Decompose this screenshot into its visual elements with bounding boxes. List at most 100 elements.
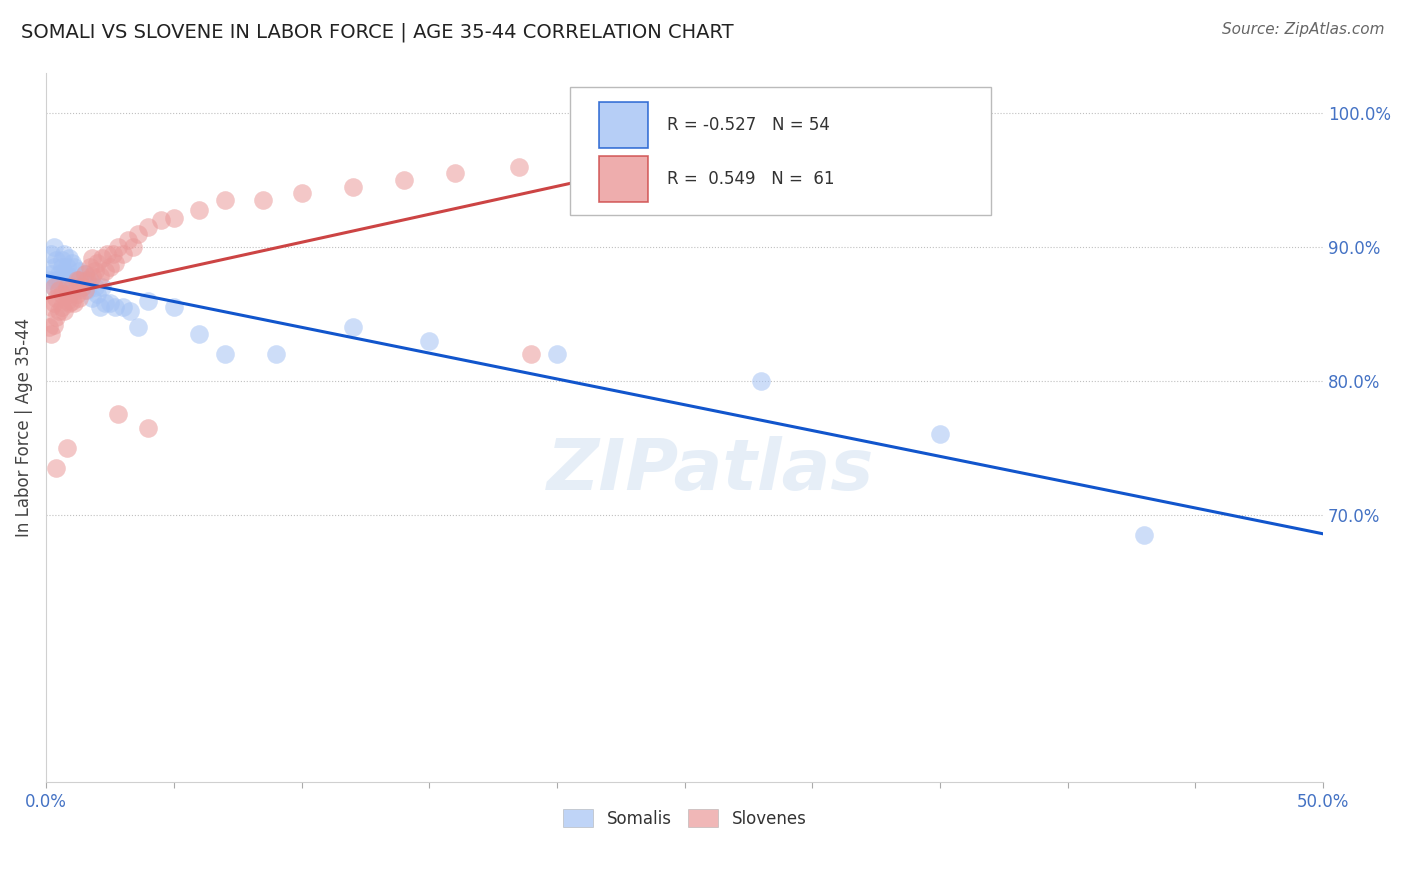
- Point: [107, 407, 129, 421]
- Point: [418, 334, 440, 348]
- Point: [76, 273, 98, 287]
- Text: ZIPatlas: ZIPatlas: [547, 435, 875, 505]
- Point: [86, 256, 108, 270]
- Point: [508, 160, 530, 174]
- Point: [55, 293, 77, 308]
- Point: [53, 304, 76, 318]
- Point: [91, 280, 114, 294]
- Point: [42, 318, 65, 332]
- Point: [138, 420, 160, 434]
- Point: [42, 280, 65, 294]
- Point: [89, 300, 111, 314]
- Point: [55, 441, 77, 455]
- Point: [571, 153, 593, 167]
- Point: [107, 240, 129, 254]
- Point: [51, 300, 73, 314]
- Point: [45, 291, 67, 305]
- Point: [55, 280, 77, 294]
- Point: [48, 280, 70, 294]
- Point: [55, 260, 77, 274]
- Point: [45, 253, 67, 268]
- Point: [67, 273, 90, 287]
- Point: [117, 233, 139, 247]
- Point: [42, 240, 65, 254]
- Point: [724, 146, 747, 161]
- Point: [70, 280, 93, 294]
- Point: [45, 310, 67, 324]
- Point: [67, 273, 90, 287]
- Point: [55, 280, 77, 294]
- Point: [392, 173, 415, 187]
- Point: [73, 283, 96, 297]
- Point: [342, 320, 364, 334]
- Point: [94, 264, 117, 278]
- Point: [70, 280, 93, 294]
- Point: [122, 240, 145, 254]
- Point: [79, 273, 101, 287]
- Point: [150, 213, 173, 227]
- Point: [58, 296, 80, 310]
- Point: [290, 186, 312, 201]
- Point: [83, 264, 105, 278]
- Text: SOMALI VS SLOVENE IN LABOR FORCE | AGE 35-44 CORRELATION CHART: SOMALI VS SLOVENE IN LABOR FORCE | AGE 3…: [21, 22, 734, 42]
- Point: [214, 193, 236, 207]
- Point: [342, 179, 364, 194]
- Point: [127, 227, 149, 241]
- Point: [60, 256, 83, 270]
- Point: [53, 273, 76, 287]
- Text: R = -0.527   N = 54: R = -0.527 N = 54: [666, 116, 830, 134]
- Point: [520, 347, 543, 361]
- Point: [163, 211, 186, 225]
- Point: [127, 320, 149, 334]
- FancyBboxPatch shape: [599, 156, 648, 202]
- Point: [39, 267, 62, 281]
- Point: [51, 260, 73, 274]
- Point: [48, 267, 70, 281]
- Point: [94, 296, 117, 310]
- Point: [63, 296, 86, 310]
- Point: [63, 277, 86, 292]
- Point: [101, 246, 124, 260]
- Point: [73, 267, 96, 281]
- Point: [252, 193, 274, 207]
- Point: [749, 374, 772, 388]
- Point: [67, 264, 90, 278]
- Point: [66, 273, 89, 287]
- Point: [60, 273, 83, 287]
- Point: [929, 427, 952, 442]
- Point: [42, 260, 65, 274]
- Point: [138, 219, 160, 234]
- Point: [96, 246, 118, 260]
- Point: [66, 286, 89, 301]
- Point: [39, 300, 62, 314]
- Point: [82, 291, 104, 305]
- Point: [188, 202, 211, 217]
- Point: [45, 460, 67, 475]
- Point: [58, 269, 80, 284]
- Point: [111, 300, 134, 314]
- Point: [39, 326, 62, 341]
- Point: [48, 283, 70, 297]
- Point: [76, 283, 98, 297]
- Point: [79, 260, 101, 274]
- Point: [51, 286, 73, 301]
- Text: Source: ZipAtlas.com: Source: ZipAtlas.com: [1222, 22, 1385, 37]
- Point: [214, 347, 236, 361]
- Point: [63, 260, 86, 274]
- Point: [51, 253, 73, 268]
- Point: [73, 267, 96, 281]
- Point: [138, 293, 160, 308]
- Point: [120, 304, 142, 318]
- Point: [42, 280, 65, 294]
- Point: [104, 256, 127, 270]
- Text: R =  0.549   N =  61: R = 0.549 N = 61: [666, 170, 834, 188]
- Point: [82, 251, 104, 265]
- Point: [104, 300, 127, 314]
- Point: [648, 146, 671, 161]
- Point: [1133, 527, 1156, 541]
- FancyBboxPatch shape: [599, 102, 648, 148]
- Point: [86, 286, 108, 301]
- Point: [58, 286, 80, 301]
- Point: [163, 300, 186, 314]
- Point: [546, 347, 568, 361]
